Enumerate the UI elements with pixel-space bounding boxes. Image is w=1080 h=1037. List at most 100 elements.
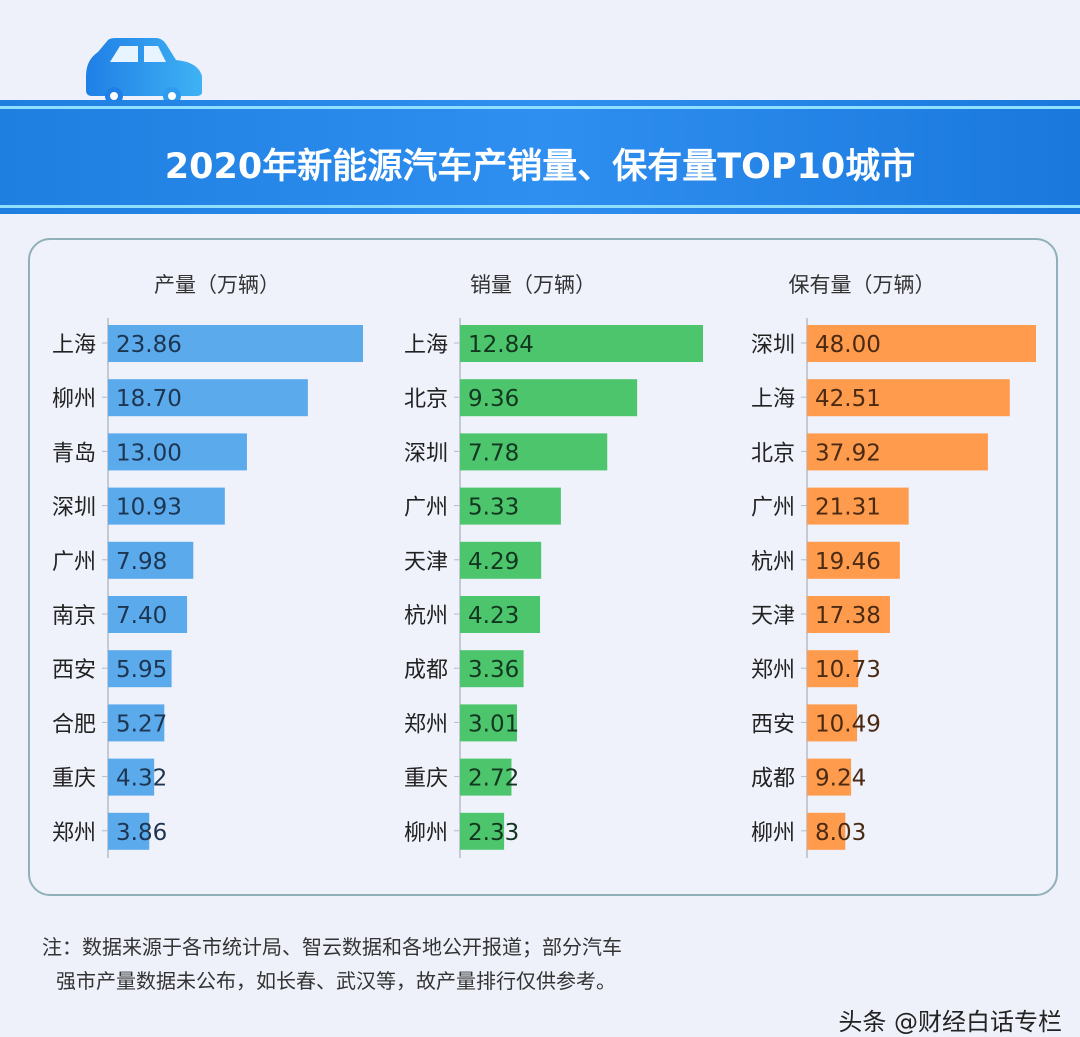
sales-city-label: 杭州 <box>404 604 448 629</box>
sales-bar <box>460 596 541 633</box>
ownership-bar <box>807 704 858 742</box>
watermark: 头条 @财经白话专栏 <box>838 1008 1062 1036</box>
ownership-city-label: 成都 <box>751 767 795 792</box>
page-title: 2020年新能源汽车产销量、保有量TOP10城市 <box>164 147 916 187</box>
ownership-bar <box>807 650 859 688</box>
sales-bar <box>460 758 512 796</box>
ownership-value-label: 48.00 <box>815 332 881 358</box>
ownership-city-label: 郑州 <box>751 658 795 683</box>
ownership-bar <box>807 812 846 850</box>
sales-bar <box>460 650 524 688</box>
footnote: 注：数据来源于各市统计局、智云数据和各地公开报道；部分汽车 强市产量数据未公布，… <box>42 930 622 998</box>
sales-city-label: 柳州 <box>404 821 448 846</box>
bar-charts: 产量（万辆） 上海 23.86 柳州 18.70 青岛 13.00 深圳 10.93 广州 7.98… <box>52 273 1036 858</box>
sales-value-label: 3.36 <box>468 657 519 683</box>
ownership-city-label: 杭州 <box>751 550 795 575</box>
ownership-city-label: 深圳 <box>751 333 795 358</box>
ownership-value-label: 37.92 <box>815 440 881 466</box>
production-city-label: 深圳 <box>52 496 96 521</box>
ownership-value-label: 21.31 <box>815 495 881 521</box>
title-banner: 2020年新能源汽车产销量、保有量TOP10城市 <box>0 100 1080 214</box>
production-bar <box>108 758 155 796</box>
sales-city-label: 上海 <box>404 333 448 358</box>
ownership-city-label: 上海 <box>751 387 795 412</box>
sales-bar <box>460 325 703 362</box>
ownership-city-label: 柳州 <box>751 821 795 846</box>
sales-bar <box>460 541 542 579</box>
sales-city-label: 广州 <box>404 496 448 521</box>
production-bar <box>108 596 188 633</box>
production-bar <box>108 650 172 688</box>
ownership-bar <box>807 379 1010 417</box>
ownership-bar <box>807 758 852 796</box>
sales-value-label: 4.29 <box>468 549 519 575</box>
sales-chart-title: 销量（万辆） <box>470 273 596 297</box>
sales-bar <box>460 812 505 850</box>
production-value-label: 3.86 <box>116 820 167 846</box>
production-value-label: 10.93 <box>116 495 182 521</box>
sales-value-label: 2.33 <box>468 820 519 846</box>
production-city-label: 合肥 <box>52 712 96 737</box>
ownership-bar <box>807 325 1036 362</box>
production-value-label: 23.86 <box>116 332 182 358</box>
production-city-label: 上海 <box>52 333 96 358</box>
production-value-label: 5.95 <box>116 657 167 683</box>
ownership-value-label: 10.49 <box>815 711 881 737</box>
production-value-label: 13.00 <box>116 440 182 466</box>
ownership-city-label: 天津 <box>751 604 795 629</box>
production-bar <box>108 433 247 471</box>
sales-bar <box>460 433 608 471</box>
ownership-value-label: 17.38 <box>815 603 881 629</box>
sales-value-label: 12.84 <box>468 332 534 358</box>
production-city-label: 广州 <box>52 550 96 575</box>
ownership-value-label: 10.73 <box>815 657 881 683</box>
ownership-bar <box>807 541 900 579</box>
ownership-bar <box>807 433 988 471</box>
production-city-label: 西安 <box>52 658 96 683</box>
production-value-label: 5.27 <box>116 711 167 737</box>
sales-value-label: 5.33 <box>468 495 519 521</box>
sales-value-label: 9.36 <box>468 386 519 412</box>
sales-value-label: 4.23 <box>468 603 519 629</box>
sales-value-label: 3.01 <box>468 711 519 737</box>
production-value-label: 7.98 <box>116 549 167 575</box>
production-city-label: 青岛 <box>52 441 96 466</box>
ownership-value-label: 9.24 <box>815 766 866 792</box>
sales-bar <box>460 487 561 525</box>
ownership-value-label: 19.46 <box>815 549 881 575</box>
production-chart-title: 产量（万辆） <box>154 273 280 297</box>
ownership-city-label: 北京 <box>751 441 795 466</box>
sales-city-label: 北京 <box>404 387 448 412</box>
ownership-value-label: 8.03 <box>815 820 866 846</box>
production-value-label: 7.40 <box>116 603 167 629</box>
production-bar <box>108 812 150 850</box>
sales-bar <box>460 704 517 742</box>
ownership-bar <box>807 596 890 633</box>
sales-city-label: 郑州 <box>404 712 448 737</box>
production-city-label: 重庆 <box>52 767 96 792</box>
production-city-label: 南京 <box>52 604 96 629</box>
production-bar <box>108 487 225 525</box>
ownership-value-label: 42.51 <box>815 386 881 412</box>
ownership-chart-title: 保有量（万辆） <box>789 273 936 297</box>
production-bar <box>108 379 308 417</box>
car-icon <box>86 38 202 104</box>
sales-city-label: 天津 <box>404 550 448 575</box>
sales-city-label: 重庆 <box>404 767 448 792</box>
footnote-line-2: 强市产量数据未公布，如长春、武汉等，故产量排行仅供参考。 <box>56 969 616 993</box>
production-bar <box>108 541 194 579</box>
sales-city-label: 成都 <box>404 658 448 683</box>
production-value-label: 4.32 <box>116 766 167 792</box>
ownership-bar <box>807 487 909 525</box>
footnote-line-1: 注：数据来源于各市统计局、智云数据和各地公开报道；部分汽车 <box>42 935 622 959</box>
production-city-label: 柳州 <box>52 387 96 412</box>
sales-bar <box>460 379 638 417</box>
production-bar <box>108 704 165 742</box>
production-city-label: 郑州 <box>52 821 96 846</box>
sales-value-label: 2.72 <box>468 766 519 792</box>
ownership-city-label: 广州 <box>751 496 795 521</box>
production-value-label: 18.70 <box>116 386 182 412</box>
sales-value-label: 7.78 <box>468 440 519 466</box>
production-bar <box>108 325 363 362</box>
ownership-city-label: 西安 <box>751 712 795 737</box>
